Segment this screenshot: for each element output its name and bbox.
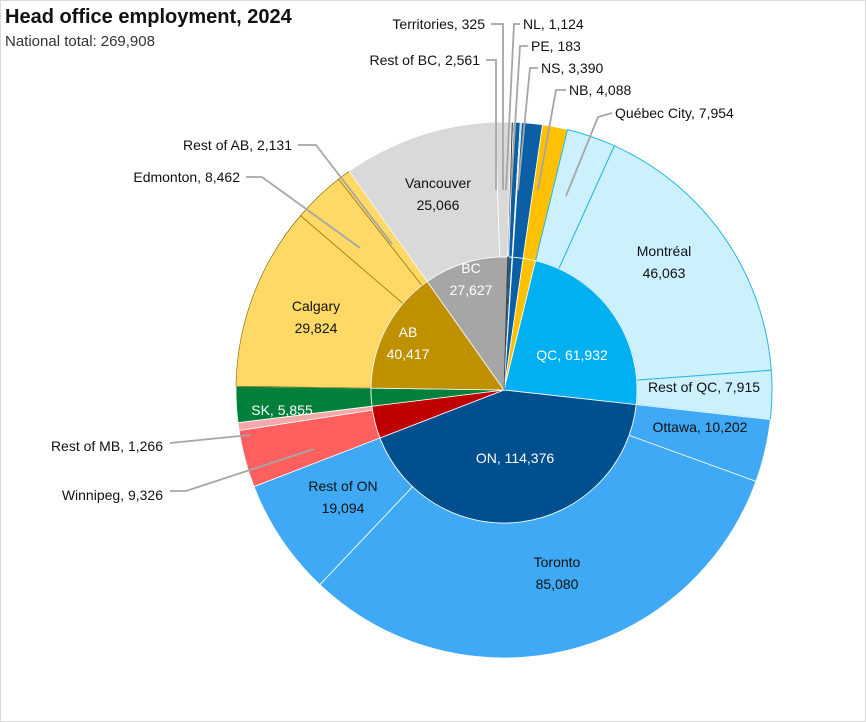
territories-leader-line xyxy=(491,23,504,190)
inner-ring xyxy=(370,256,638,524)
inner-ab-label: AB 40,417 xyxy=(387,324,430,362)
rest-of-mb-leader-line xyxy=(169,434,251,444)
province-territories-label: Territories, 325 xyxy=(392,16,485,32)
inner-bc-label: BC 27,627 xyxy=(450,260,493,298)
province-nl-label: NL, 1,124 xyxy=(523,16,584,32)
province-nb-label: NB, 4,088 xyxy=(569,82,631,98)
outer-montreal-label: Montréal 46,063 xyxy=(637,243,691,281)
quebec-city-leader-line xyxy=(565,112,613,197)
outer-toronto-label: Toronto 85,080 xyxy=(534,554,581,592)
inner-slice-ab xyxy=(370,280,505,391)
outer-rest-of-qc-label: Rest of QC, 7,915 xyxy=(648,379,760,395)
nb-leader-line xyxy=(537,89,566,191)
winnipeg-leader-line xyxy=(170,448,315,492)
outer-vancouver-label: Vancouver 25,066 xyxy=(405,175,471,213)
outer-rest-of-ab-label: Rest of AB, 2,131 xyxy=(183,137,292,153)
outer-calgary-label: Calgary 29,824 xyxy=(292,298,340,336)
leader-lines xyxy=(169,23,613,492)
data-labels: NL, 1,124 PE, 183 NS, 3,390 NB, 4,088 Québec… xyxy=(51,16,760,592)
inner-slice-qc xyxy=(503,260,638,406)
rest-of-ab-leader-line xyxy=(298,144,393,245)
outer-winnipeg-label: Winnipeg, 9,326 xyxy=(62,487,163,503)
chart-title: Head office employment, 2024 xyxy=(5,6,292,28)
inner-slice-bc xyxy=(426,256,509,392)
nl-leader-line xyxy=(505,23,520,191)
inner-on-label: ON, 114,376 xyxy=(476,450,555,466)
province-pe-label: PE, 183 xyxy=(531,38,581,54)
rest-of-bc-leader-line xyxy=(486,59,497,190)
inner-qc-label: QC, 61,932 xyxy=(536,347,608,363)
ns-leader-line xyxy=(517,67,538,191)
outer-quebec-city-label: Québec City, 7,954 xyxy=(615,105,734,121)
outer-ottawa-label: Ottawa, 10,202 xyxy=(653,419,748,435)
pe-leader-line xyxy=(510,45,528,191)
subtitle-value: 269,908 xyxy=(100,33,155,50)
outer-rest-of-bc-label: Rest of BC, 2,561 xyxy=(369,52,480,68)
subtitle-label: National total: xyxy=(5,33,97,50)
edmonton-leader-line xyxy=(246,176,361,249)
inner-slice-on xyxy=(379,389,637,524)
province-sk-label: SK, 5,855 xyxy=(251,402,313,418)
inner-slice-territories xyxy=(503,256,510,391)
outer-edmonton-label: Edmonton, 8,462 xyxy=(133,169,240,185)
outer-rest-of-mb-label: Rest of MB, 1,266 xyxy=(51,438,163,454)
province-ns-label: NS, 3,390 xyxy=(541,60,603,76)
chart-subtitle: National total: 269,908 xyxy=(5,33,155,50)
outer-rest-of-on-label: Rest of ON 19,094 xyxy=(308,478,377,516)
outer-ring xyxy=(235,121,773,659)
